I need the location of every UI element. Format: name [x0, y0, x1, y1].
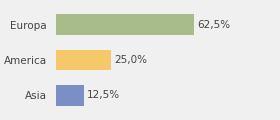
Bar: [56, 85, 84, 106]
Text: 25,0%: 25,0%: [115, 55, 148, 65]
Bar: [56, 50, 111, 70]
Bar: [56, 14, 194, 35]
Text: 62,5%: 62,5%: [197, 20, 230, 30]
Text: 12,5%: 12,5%: [87, 90, 120, 100]
